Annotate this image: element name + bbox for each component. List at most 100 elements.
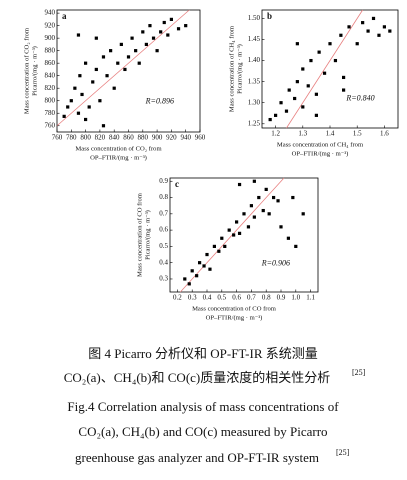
point: [227, 228, 231, 232]
point: [276, 199, 280, 203]
x-tick-label: 0.2: [173, 294, 182, 302]
point: [76, 33, 81, 37]
point: [78, 74, 82, 78]
y-tick-label: 0.5: [159, 242, 168, 250]
point: [252, 179, 256, 183]
caption-zh: CO₂(a)、CH₄(b)和 CO(c)质量浓度的相关性分析: [64, 370, 331, 385]
point: [144, 42, 148, 47]
panel-label: a: [62, 11, 67, 21]
point: [361, 21, 365, 25]
point: [212, 244, 216, 248]
annotation: R=0.840: [345, 93, 374, 102]
x-tick-label: 0.8: [262, 294, 271, 302]
point: [301, 212, 305, 216]
point: [268, 117, 272, 122]
point: [237, 182, 242, 187]
y-tick-label: 880: [45, 46, 56, 54]
point: [217, 249, 221, 253]
point: [382, 25, 386, 29]
point: [141, 30, 145, 34]
point: [232, 233, 236, 237]
x-axis-label: Mass concentration of CO from: [192, 306, 277, 313]
point: [130, 36, 134, 40]
y-tick-label: 1.45: [248, 35, 261, 43]
point: [342, 88, 346, 92]
point: [267, 212, 271, 216]
point: [208, 267, 212, 271]
point: [264, 187, 268, 191]
x-tick-label: 1.1: [306, 294, 315, 302]
point: [101, 124, 106, 128]
x-tick-label: 1.0: [291, 294, 300, 302]
point: [295, 42, 299, 46]
y-tick-label: 760: [45, 121, 56, 129]
y-tick-label: 1.25: [248, 119, 261, 127]
point: [151, 36, 156, 40]
point: [371, 16, 376, 21]
point: [377, 33, 381, 37]
point: [155, 49, 159, 53]
point: [220, 236, 224, 240]
point: [223, 244, 227, 248]
point: [84, 61, 88, 65]
x-tick-label: 880: [138, 134, 149, 142]
point: [176, 27, 181, 31]
point: [101, 55, 106, 59]
y-tick-label: 780: [45, 109, 56, 117]
point: [159, 30, 163, 34]
point: [284, 109, 289, 113]
y-tick-label: 0.7: [159, 209, 168, 217]
y-tick-label: 1.50: [248, 14, 261, 22]
point: [109, 49, 113, 53]
point: [62, 114, 66, 118]
x-tick-label: 0.3: [188, 294, 197, 302]
point: [339, 33, 343, 37]
x-tick-label: 900: [152, 134, 163, 142]
x-tick-label: 0.9: [277, 294, 286, 302]
point: [80, 92, 84, 97]
point: [287, 88, 291, 92]
x-tick-label: 1.3: [298, 130, 307, 138]
y-axis-label: Picarro/(mg · m⁻³): [145, 210, 152, 260]
point: [347, 25, 351, 29]
point: [342, 75, 346, 80]
point: [279, 101, 283, 105]
point: [257, 195, 261, 200]
x-tick-label: 1.2: [271, 130, 280, 138]
x-tick-label: 0.4: [203, 294, 212, 302]
point: [235, 220, 239, 224]
caption-ref: [25]: [336, 448, 350, 457]
x-tick-label: 760: [52, 134, 63, 142]
point: [169, 17, 173, 21]
y-axis-label: Mass concentration of CH₄ from: [229, 25, 236, 112]
y-axis-label: Mass concentration of CO₂ from: [24, 27, 31, 114]
point: [166, 33, 170, 37]
point: [291, 195, 295, 200]
point: [252, 215, 256, 219]
point: [162, 20, 166, 25]
y-tick-label: 0.4: [159, 258, 168, 266]
x-tick-label: 820: [95, 134, 106, 142]
x-axis-label: OP–FTIR/(mg · m⁻³): [206, 315, 263, 322]
point: [242, 212, 246, 216]
point: [187, 282, 191, 286]
point: [126, 55, 131, 59]
reference-line: [56, 9, 190, 127]
point: [314, 92, 318, 96]
point: [246, 225, 251, 229]
point: [183, 277, 187, 281]
y-tick-label: 0.8: [159, 193, 168, 201]
point: [328, 42, 332, 46]
point: [301, 67, 305, 71]
y-tick-label: 860: [45, 59, 56, 67]
x-tick-label: 860: [123, 134, 134, 142]
x-tick-label: 800: [80, 134, 91, 142]
point: [105, 74, 109, 78]
y-tick-label: 0.6: [159, 226, 168, 234]
x-tick-label: 780: [66, 134, 77, 142]
x-axis-label: Mass concentration of CH₄ from: [277, 142, 364, 149]
caption-en: Fig.4 Correlation analysis of mass conce…: [67, 399, 339, 414]
point: [123, 67, 127, 72]
panel-label: c: [175, 179, 179, 189]
